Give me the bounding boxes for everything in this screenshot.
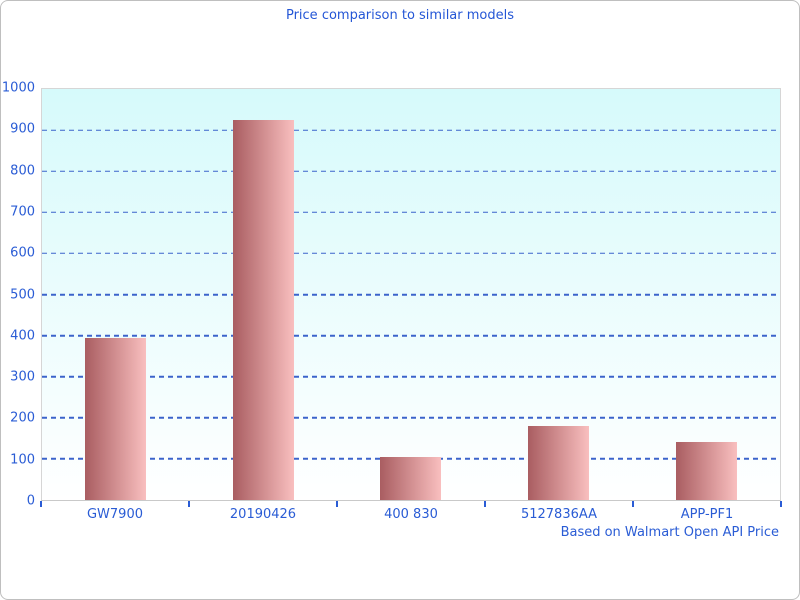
bar-slot-5127836AA	[485, 89, 633, 500]
x-axis-tick	[780, 501, 782, 507]
bar-5127836AA	[528, 426, 590, 500]
x-category-label-GW7900: GW7900	[86, 507, 143, 522]
gridline-500	[42, 293, 780, 296]
gridline-400	[42, 334, 780, 337]
bar-20190426	[232, 119, 294, 500]
x-axis-labels: GW7900 20190426 400 830 5127836AA APP-PF1	[41, 507, 781, 522]
bar-APP-PF1	[675, 442, 737, 500]
footnote: Based on Walmart Open API Price	[560, 525, 779, 540]
x-axis-tick	[188, 501, 190, 507]
chart-title: Price comparison to similar models	[285, 8, 515, 23]
y-tick-label-600: 600	[10, 245, 35, 261]
y-tick-label-400: 400	[10, 328, 35, 344]
bar-slot-20190426	[190, 89, 338, 500]
gridline-300	[42, 375, 780, 378]
x-axis-tick	[40, 501, 42, 507]
y-tick-label-700: 700	[10, 204, 35, 220]
y-tick-label-100: 100	[10, 452, 35, 468]
bar-slot-400 830	[337, 89, 485, 500]
y-axis-labels: 0 100 200 300 400 500 600 700 800 900 1000	[1, 82, 35, 508]
y-tick-label-1000: 1000	[1, 80, 35, 96]
bar-400 830	[380, 456, 442, 500]
x-category-label-400 830: 400 830	[384, 507, 438, 522]
bar-slot-GW7900	[42, 89, 190, 500]
y-tick-label-300: 300	[10, 369, 35, 385]
gridline-600	[42, 252, 780, 255]
x-category-label-5127836AA: 5127836AA	[520, 507, 598, 522]
y-tick-label-0: 0	[26, 493, 35, 509]
x-category-label-20190426: 20190426	[229, 507, 297, 522]
y-tick-label-800: 800	[10, 163, 35, 179]
x-axis-tick	[336, 501, 338, 507]
gridline-900	[42, 129, 780, 131]
gridline-700	[42, 211, 780, 214]
gridline-800	[42, 170, 780, 172]
bar-series	[42, 89, 780, 500]
y-tick-label-900: 900	[10, 121, 35, 137]
bar-slot-APP-PF1	[632, 89, 780, 500]
gridline-200	[42, 417, 780, 419]
x-axis-ticks	[40, 501, 782, 508]
x-axis-tick	[484, 501, 486, 507]
y-tick-label-500: 500	[10, 287, 35, 302]
x-axis-tick	[632, 501, 634, 507]
x-category-label-APP-PF1: APP-PF1	[680, 507, 734, 522]
plot-area	[41, 88, 781, 501]
bar-GW7900	[85, 337, 147, 500]
y-tick-label-200: 200	[10, 410, 35, 426]
